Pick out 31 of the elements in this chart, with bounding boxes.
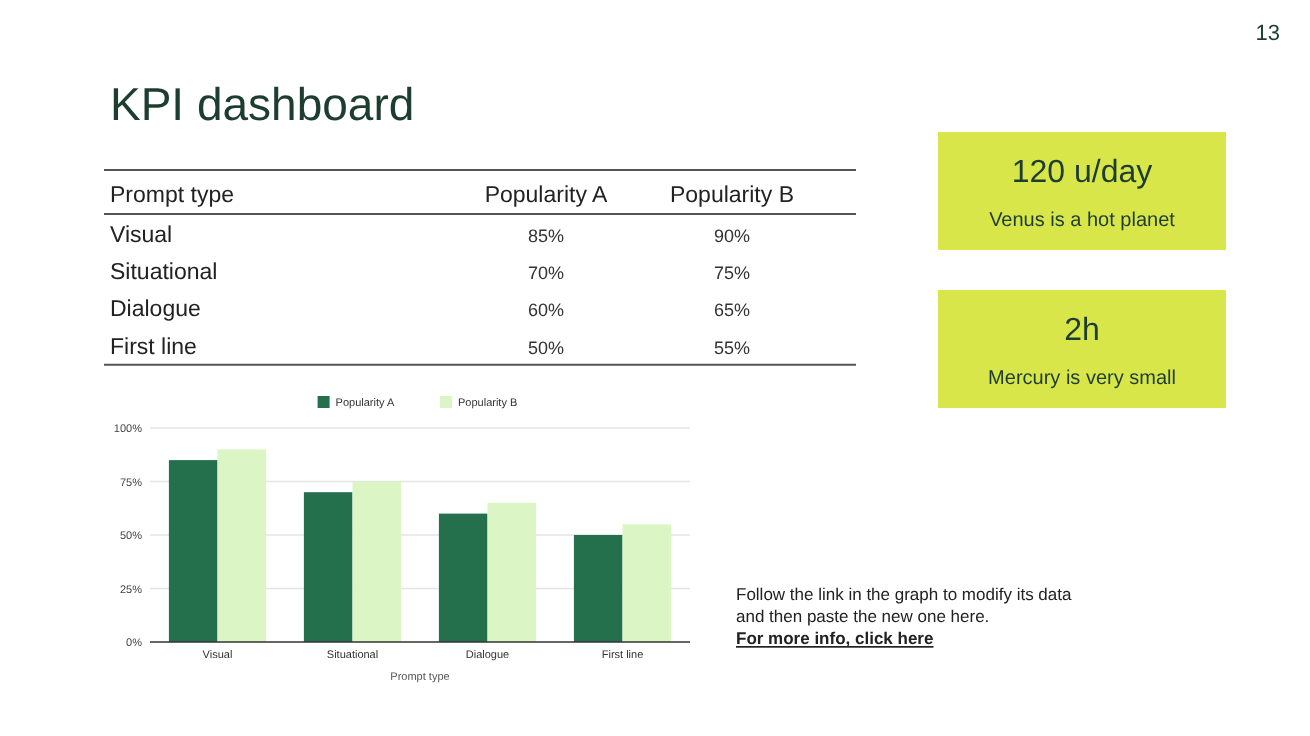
bar [573,535,623,642]
bar [487,502,537,642]
text: 2h [1064,314,1100,348]
category-label: Visual [110,224,173,248]
text: Follow the link in the graph to modify its data and then paste the new one here. [736,584,1072,626]
text: 120 u/day [1011,156,1153,190]
text: Popularity B [669,184,795,208]
data-label: 55% [713,337,751,358]
data-label: 60% [527,300,565,321]
data-label: 75% [713,263,751,284]
chart-title: KPI dashboard [110,78,415,130]
text: For more info, click here [736,628,934,648]
data-label: 70% [527,263,565,284]
data-label: 90% [713,226,751,246]
text: Prompt type [110,184,234,208]
bar [438,513,488,642]
category-label: First line [110,335,197,360]
bar [217,449,267,642]
bar [352,481,402,642]
data-label: 65% [713,300,751,321]
bar [303,492,353,642]
category-label: Dialogue [110,298,201,323]
bar [622,524,672,642]
text: Venus is a hot planet [989,210,1176,232]
data-label: 50% [527,337,565,358]
data-label: 85% [527,226,565,246]
text: Popularity A [484,184,609,208]
bar [168,460,218,642]
text: 13 [1255,22,1280,46]
category-label: Situational [110,261,218,286]
text: Mercury is very small [988,368,1176,390]
